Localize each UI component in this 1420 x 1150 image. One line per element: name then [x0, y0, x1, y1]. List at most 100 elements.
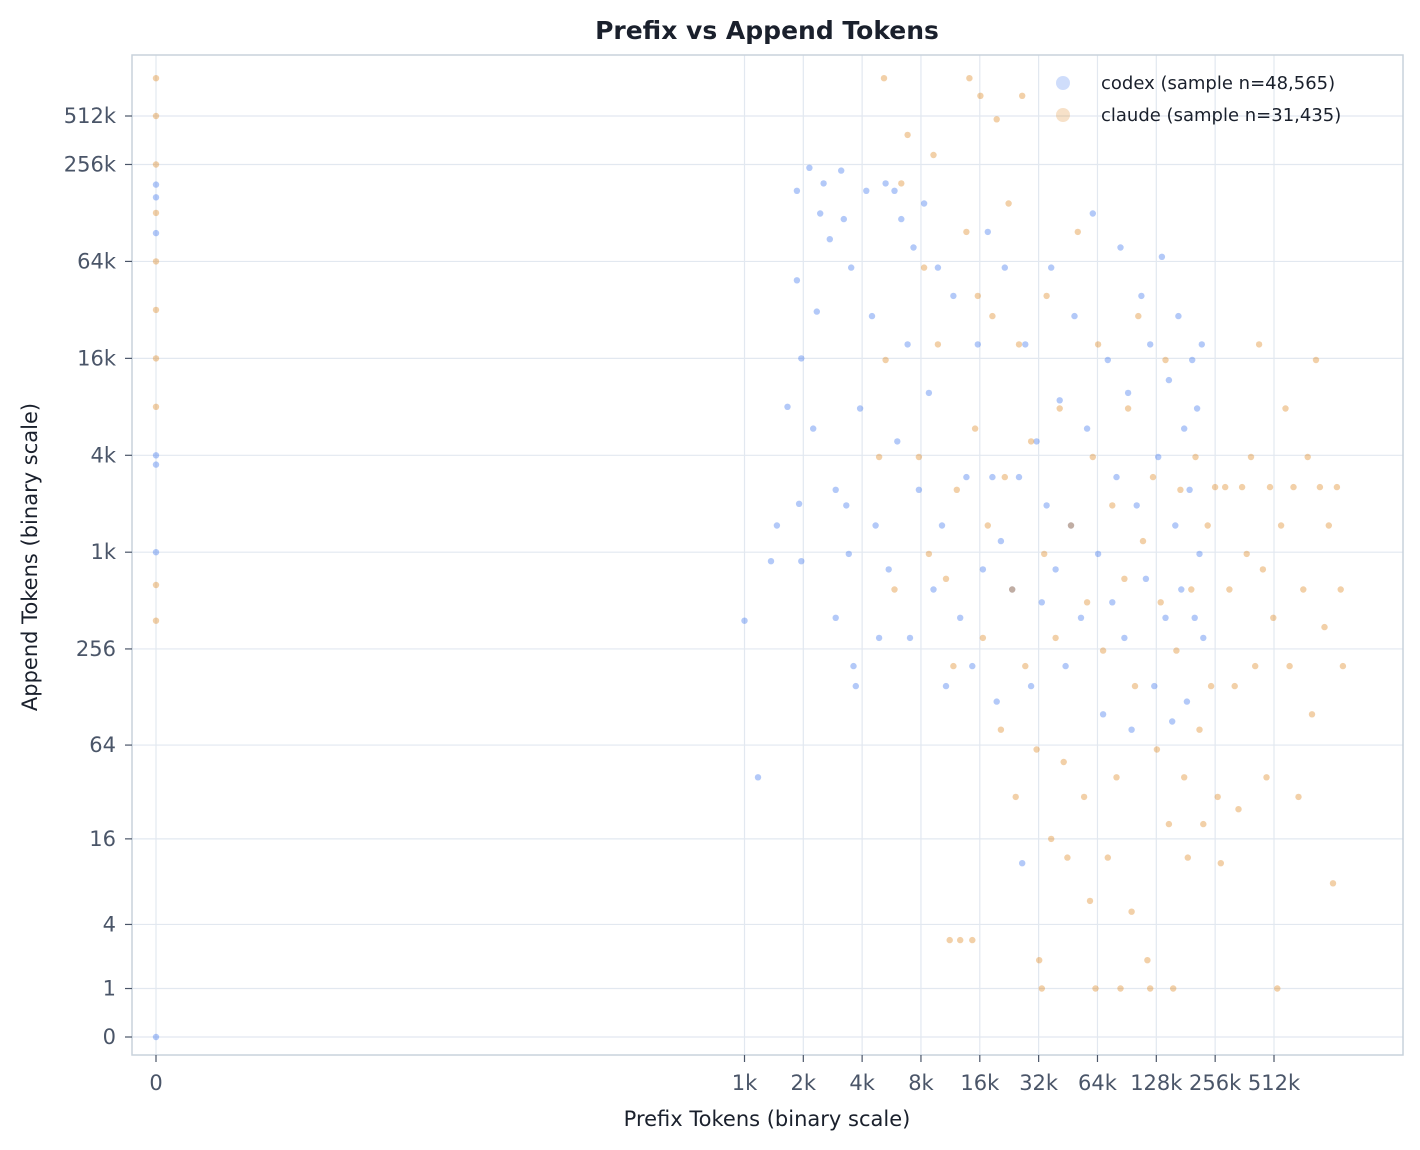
data-point — [1183, 698, 1191, 705]
y-tick-label: 0 — [103, 1025, 116, 1049]
data-point — [1022, 662, 1029, 670]
data-point — [1170, 985, 1177, 992]
y-tick-label: 16 — [89, 827, 116, 851]
data-point — [1033, 746, 1040, 753]
data-point — [1165, 376, 1173, 384]
data-point — [1196, 550, 1203, 558]
data-point — [840, 215, 847, 223]
data-point — [974, 292, 981, 300]
data-point — [1173, 647, 1180, 654]
data-point — [885, 566, 892, 573]
x-tick-label: 32k — [1019, 1071, 1059, 1095]
data-point — [906, 634, 914, 642]
data-point — [904, 341, 911, 348]
data-point — [915, 486, 923, 493]
data-point — [934, 341, 942, 348]
data-point — [843, 502, 850, 509]
data-point — [1089, 210, 1097, 217]
data-point — [1321, 623, 1328, 631]
data-point — [152, 581, 160, 589]
data-point — [1337, 586, 1344, 593]
data-point — [942, 575, 950, 582]
data-point — [1162, 356, 1169, 364]
data-point — [872, 522, 879, 529]
data-point — [1295, 793, 1302, 801]
data-point — [875, 634, 883, 642]
data-point — [1282, 405, 1289, 412]
data-point — [1339, 662, 1347, 670]
data-point — [891, 187, 898, 194]
data-point — [1121, 634, 1128, 642]
x-tick-label: 0 — [149, 1071, 162, 1095]
data-point — [984, 522, 991, 529]
data-point — [1074, 228, 1082, 236]
data-point — [1200, 820, 1207, 828]
data-point — [1012, 793, 1019, 801]
data-point — [1192, 453, 1199, 461]
y-axis-title: Append Tokens (binary scale) — [18, 403, 42, 711]
y-tick-label: 64 — [89, 733, 116, 757]
data-point — [1247, 453, 1255, 461]
data-point — [832, 486, 839, 493]
data-point — [1071, 312, 1078, 320]
y-tick-label: 4k — [90, 443, 116, 467]
data-point — [813, 308, 820, 315]
data-point — [1027, 438, 1035, 445]
data-point — [152, 549, 160, 556]
y-tick-label: 1 — [103, 977, 116, 1001]
data-point — [993, 116, 1000, 123]
data-point — [152, 112, 160, 120]
data-point — [1177, 486, 1184, 493]
data-point — [1147, 341, 1154, 348]
data-point — [1022, 341, 1029, 348]
data-point — [925, 389, 933, 397]
data-point — [1113, 774, 1120, 781]
data-point — [152, 355, 160, 362]
data-point — [1005, 200, 1012, 207]
data-point — [957, 936, 964, 944]
data-point — [1056, 405, 1063, 412]
data-point — [1099, 711, 1107, 718]
data-point — [1001, 473, 1008, 481]
data-point — [925, 550, 933, 558]
y-axis-ticks: 0 1 4 16 64 256 1k 4k 16k 64k 256k 512k — [64, 104, 132, 1049]
legend-label: claude (sample n=31,435) — [1101, 105, 1341, 126]
data-point — [1009, 586, 1016, 593]
data-point — [1038, 599, 1046, 606]
x-tick-label: 128k — [1130, 1071, 1183, 1095]
data-point — [969, 662, 976, 670]
data-point — [1083, 425, 1091, 432]
data-point — [969, 936, 976, 944]
data-point — [1243, 550, 1250, 558]
data-point — [1019, 860, 1026, 867]
data-point — [894, 438, 901, 445]
data-point — [1191, 614, 1198, 621]
data-point — [1135, 312, 1142, 320]
data-point — [1015, 341, 1023, 348]
data-point — [152, 258, 160, 265]
x-axis-ticks: 0 1k 2k 4k 8k 16k 32k 64k 128k 256k 512k — [149, 1055, 1301, 1095]
data-point — [989, 473, 996, 481]
data-point — [1109, 599, 1116, 606]
x-tick-label: 16k — [960, 1071, 1000, 1095]
data-point — [1184, 854, 1192, 861]
data-point — [1048, 264, 1055, 271]
data-point — [1128, 908, 1135, 915]
data-point — [1252, 662, 1259, 670]
data-point — [1086, 897, 1094, 905]
data-point — [1214, 793, 1221, 801]
data-point — [793, 277, 801, 284]
plot-frame — [131, 54, 1404, 1056]
data-point — [806, 164, 813, 171]
y-tick-label: 4 — [103, 912, 116, 936]
data-point — [1041, 550, 1048, 558]
data-point — [848, 264, 855, 271]
data-points — [152, 75, 1347, 1041]
x-tick-label: 4k — [849, 1071, 875, 1095]
data-point — [784, 403, 791, 410]
data-point — [1172, 522, 1179, 529]
data-point — [1036, 957, 1043, 964]
x-tick-label: 2k — [791, 1071, 817, 1095]
data-point — [898, 215, 905, 223]
